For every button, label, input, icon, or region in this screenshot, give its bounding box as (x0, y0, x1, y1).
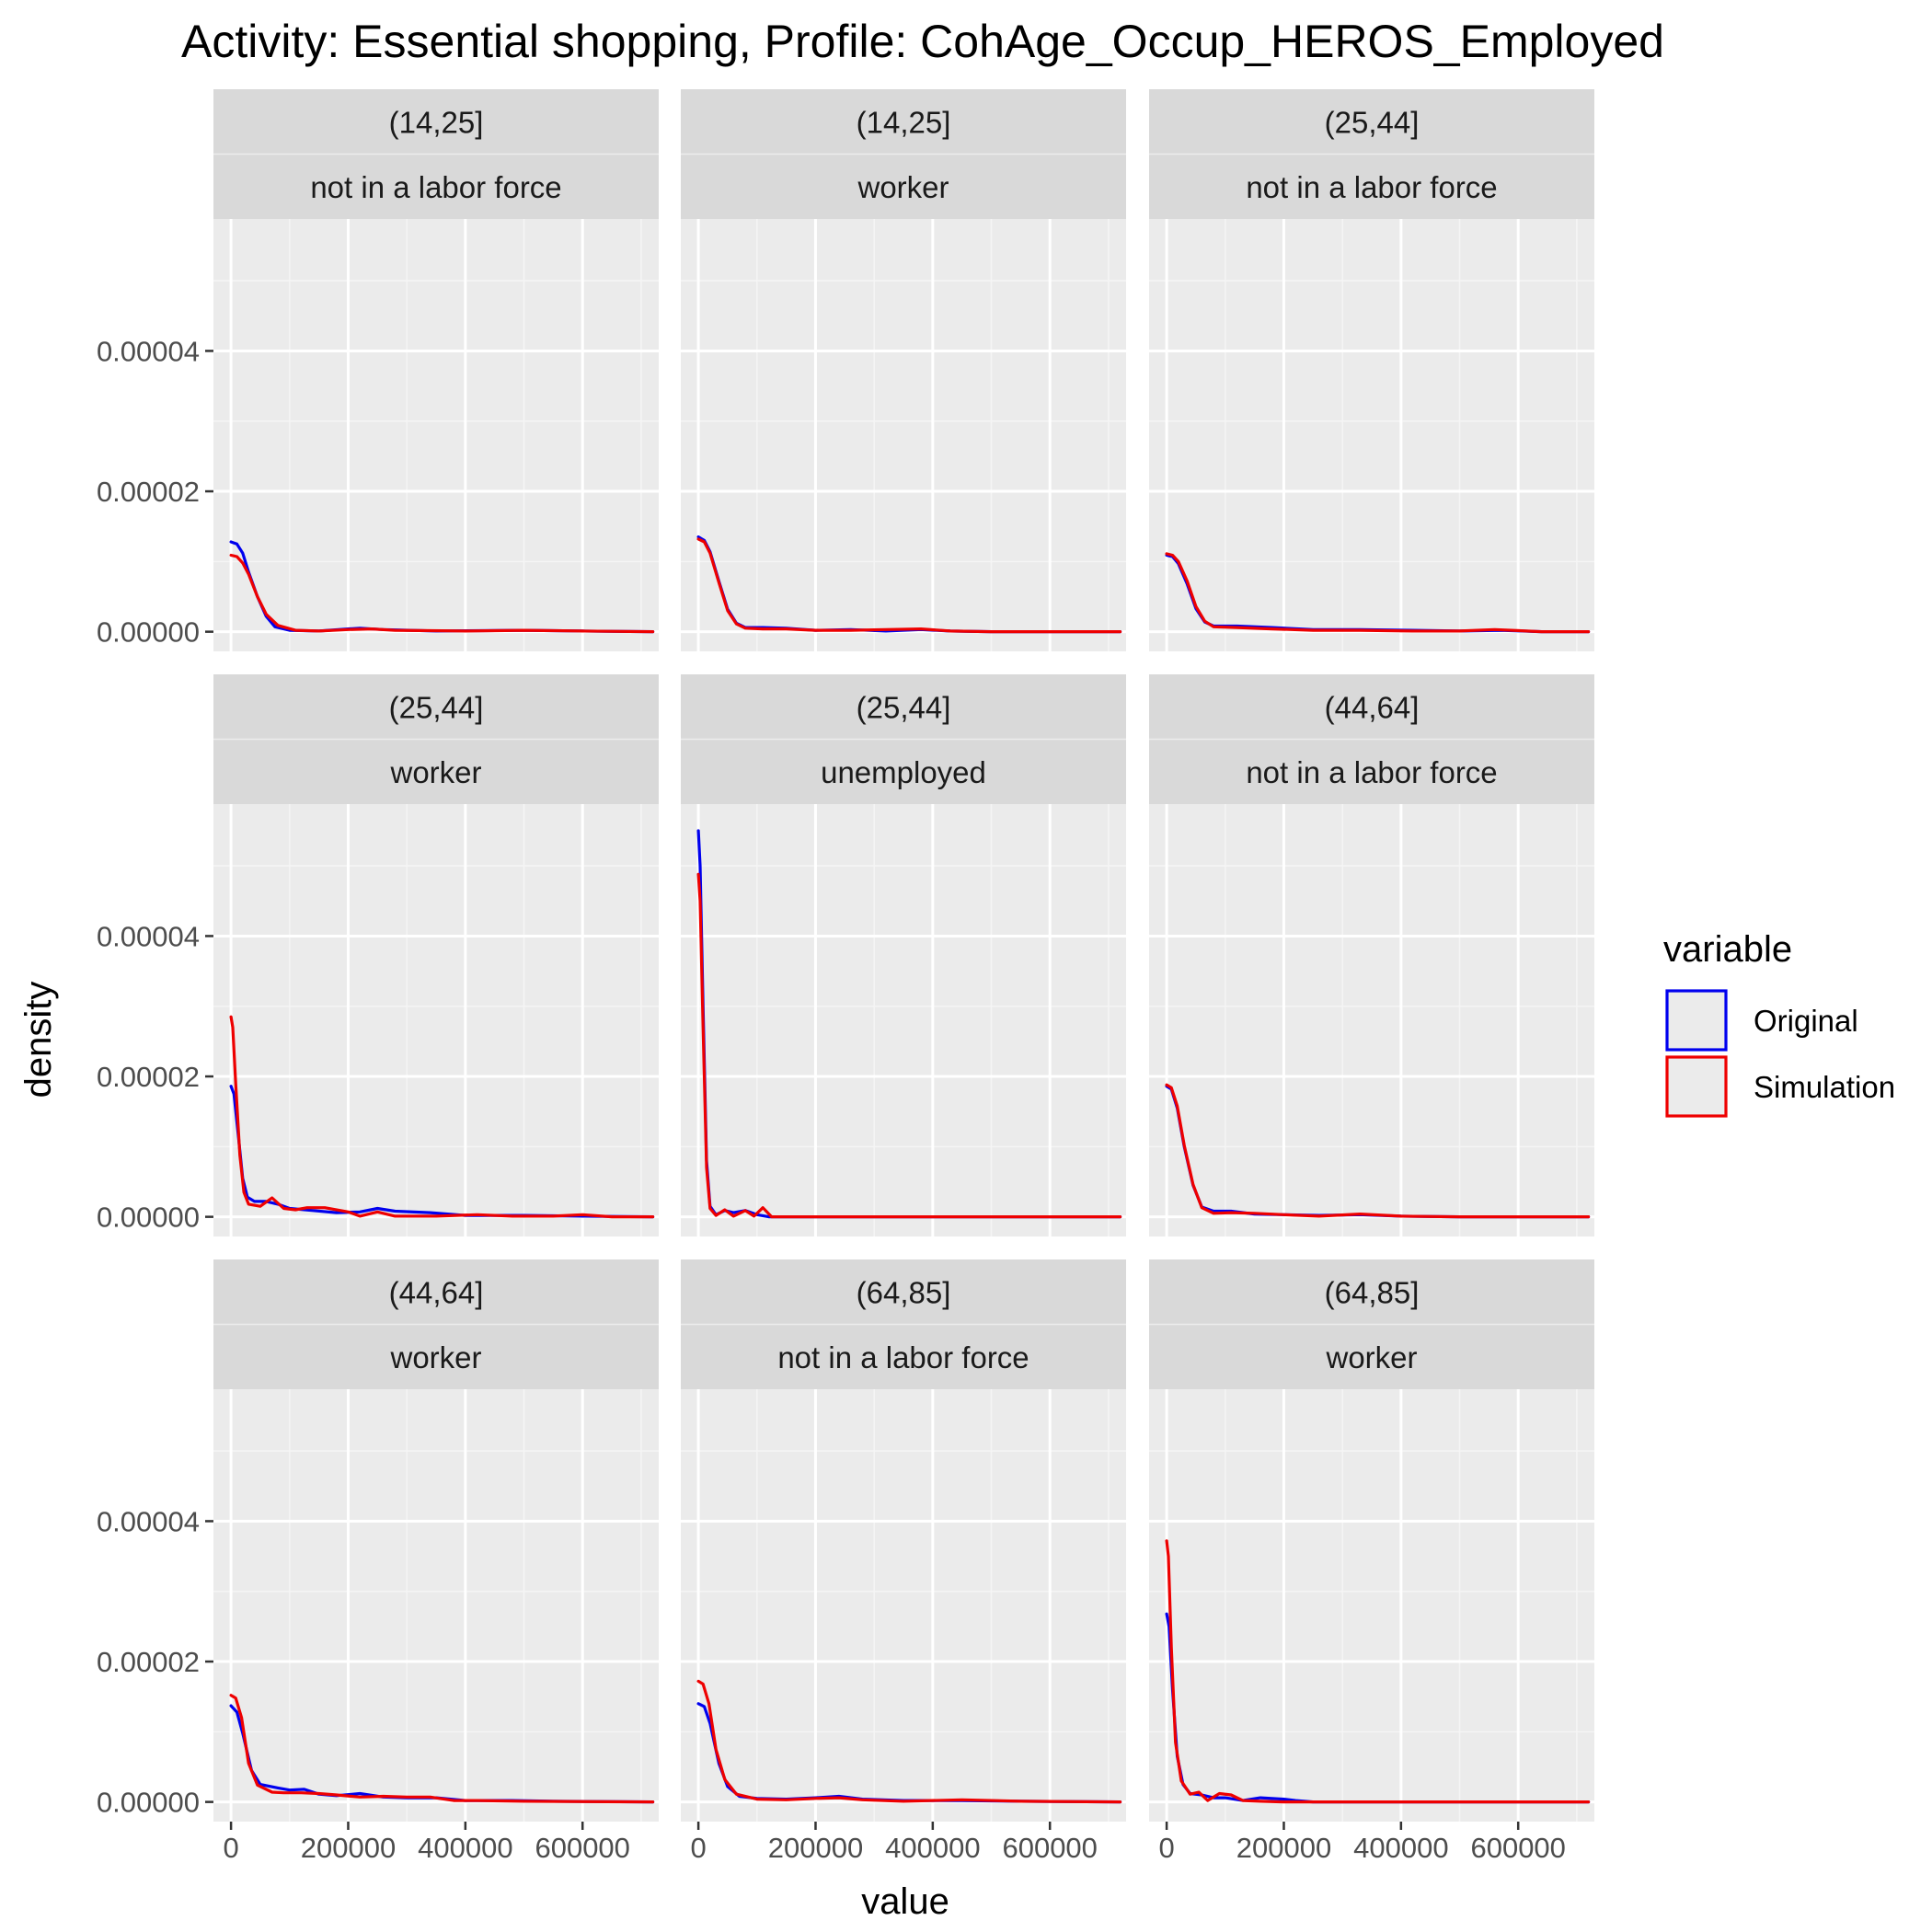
x-tick-label: 600000 (1470, 1832, 1565, 1864)
facet-strip-label: (14,25] (857, 105, 951, 139)
legend-entries: Original Simulation (1665, 989, 1895, 1118)
legend-key-simulation (1665, 1055, 1728, 1118)
facet-strip-label: worker (389, 755, 481, 789)
y-tick-label: 0.00000 (97, 616, 200, 649)
facet-strip-label: (64,85] (1325, 1275, 1420, 1309)
density-line-simulation (696, 537, 1122, 634)
x-tick-label: 400000 (885, 1832, 980, 1864)
facet-panel: (44,64] not in a labor force (1149, 674, 1594, 1236)
facet-strip-label: (64,85] (857, 1275, 951, 1309)
density-line-simulation (1165, 1083, 1591, 1219)
facet-strip-label: (25,44] (1325, 105, 1420, 139)
facet-panel: (64,85] worker (1149, 1259, 1594, 1822)
panel-background (681, 804, 1126, 1236)
y-tick-label: 0.00000 (97, 1202, 200, 1234)
y-tick-label: 0.00004 (97, 1505, 200, 1537)
x-tick-label: 200000 (301, 1832, 396, 1864)
panel-background (1149, 219, 1594, 651)
y-tick-label: 0.00004 (97, 335, 200, 367)
panel-background (213, 1389, 659, 1822)
facet-strip-label: worker (857, 170, 949, 204)
x-tick-label: 200000 (1236, 1832, 1331, 1864)
x-tick-label: 400000 (418, 1832, 512, 1864)
x-axis-title: value (861, 1881, 949, 1922)
x-tick-label: 200000 (768, 1832, 863, 1864)
density-line-simulation (229, 1694, 655, 1804)
facet-strip-label: (25,44] (389, 690, 484, 724)
x-axes: 0 200000 400000 600000 0 200000 400000 600000 0 2… (223, 1822, 1566, 1864)
x-tick-label: 0 (223, 1832, 238, 1864)
facet-panel: (64,85] not in a labor force (681, 1259, 1126, 1822)
chart-title: Activity: Essential shopping, Profile: C… (181, 16, 1664, 67)
density-line-simulation (1165, 1539, 1591, 1804)
facet-strip-label: (25,44] (857, 690, 951, 724)
legend-label-original: Original (1754, 1004, 1858, 1038)
y-tick-label: 0.00004 (97, 920, 200, 952)
density-line-simulation (229, 553, 655, 634)
facet-strip-label: worker (1325, 1340, 1417, 1374)
panel-background (213, 804, 659, 1236)
density-line-simulation (229, 1015, 655, 1219)
legend-title: variable (1663, 929, 1792, 970)
y-tick-label: 0.00002 (97, 1061, 200, 1093)
y-axis-title: density (18, 982, 59, 1098)
panel-grid: (14,25] not in a labor force (14,25] worker… (213, 89, 1594, 1822)
density-line-simulation (696, 872, 1122, 1219)
facet-panel: (25,44] worker (213, 674, 659, 1236)
panel-background (681, 1389, 1126, 1822)
facet-strip-label: not in a labor force (310, 170, 561, 204)
x-tick-label: 600000 (535, 1832, 629, 1864)
facet-strip-label: not in a labor force (1246, 755, 1497, 789)
x-tick-label: 400000 (1353, 1832, 1448, 1864)
panel-background (1149, 804, 1594, 1236)
facet-panel: (25,44] not in a labor force (1149, 89, 1594, 651)
x-tick-label: 600000 (1002, 1832, 1097, 1864)
facet-strip-label: (44,64] (1325, 690, 1420, 724)
facet-strip-label: (14,25] (389, 105, 484, 139)
facet-strip-label: not in a labor force (777, 1340, 1029, 1374)
legend-label-simulation: Simulation (1754, 1070, 1895, 1104)
x-tick-label: 0 (690, 1832, 706, 1864)
panel-background (213, 219, 659, 651)
facet-strip-label: (44,64] (389, 1275, 484, 1309)
facet-panel: (44,64] worker (213, 1259, 659, 1822)
legend-key-original (1665, 989, 1728, 1052)
legend: variable Original Simulation (1663, 929, 1895, 1118)
panel-background (681, 219, 1126, 651)
facet-strip-label: worker (389, 1340, 481, 1374)
facet-strip-label: unemployed (821, 755, 986, 789)
y-axes: 0.00000 0.00002 0.00004 0.00000 0.00002 0.000… (97, 335, 213, 1819)
facet-strip-label: not in a labor force (1246, 170, 1497, 204)
x-tick-label: 0 (1158, 1832, 1174, 1864)
y-tick-label: 0.00002 (97, 476, 200, 508)
y-tick-label: 0.00000 (97, 1787, 200, 1819)
facet-panel: (25,44] unemployed (681, 674, 1126, 1236)
facet-panel: (14,25] worker (681, 89, 1126, 651)
density-line-simulation (1165, 552, 1591, 634)
density-line-simulation (696, 1679, 1122, 1804)
panel-background (1149, 1389, 1594, 1822)
facet-panel: (14,25] not in a labor force (213, 89, 659, 651)
y-tick-label: 0.00002 (97, 1646, 200, 1678)
